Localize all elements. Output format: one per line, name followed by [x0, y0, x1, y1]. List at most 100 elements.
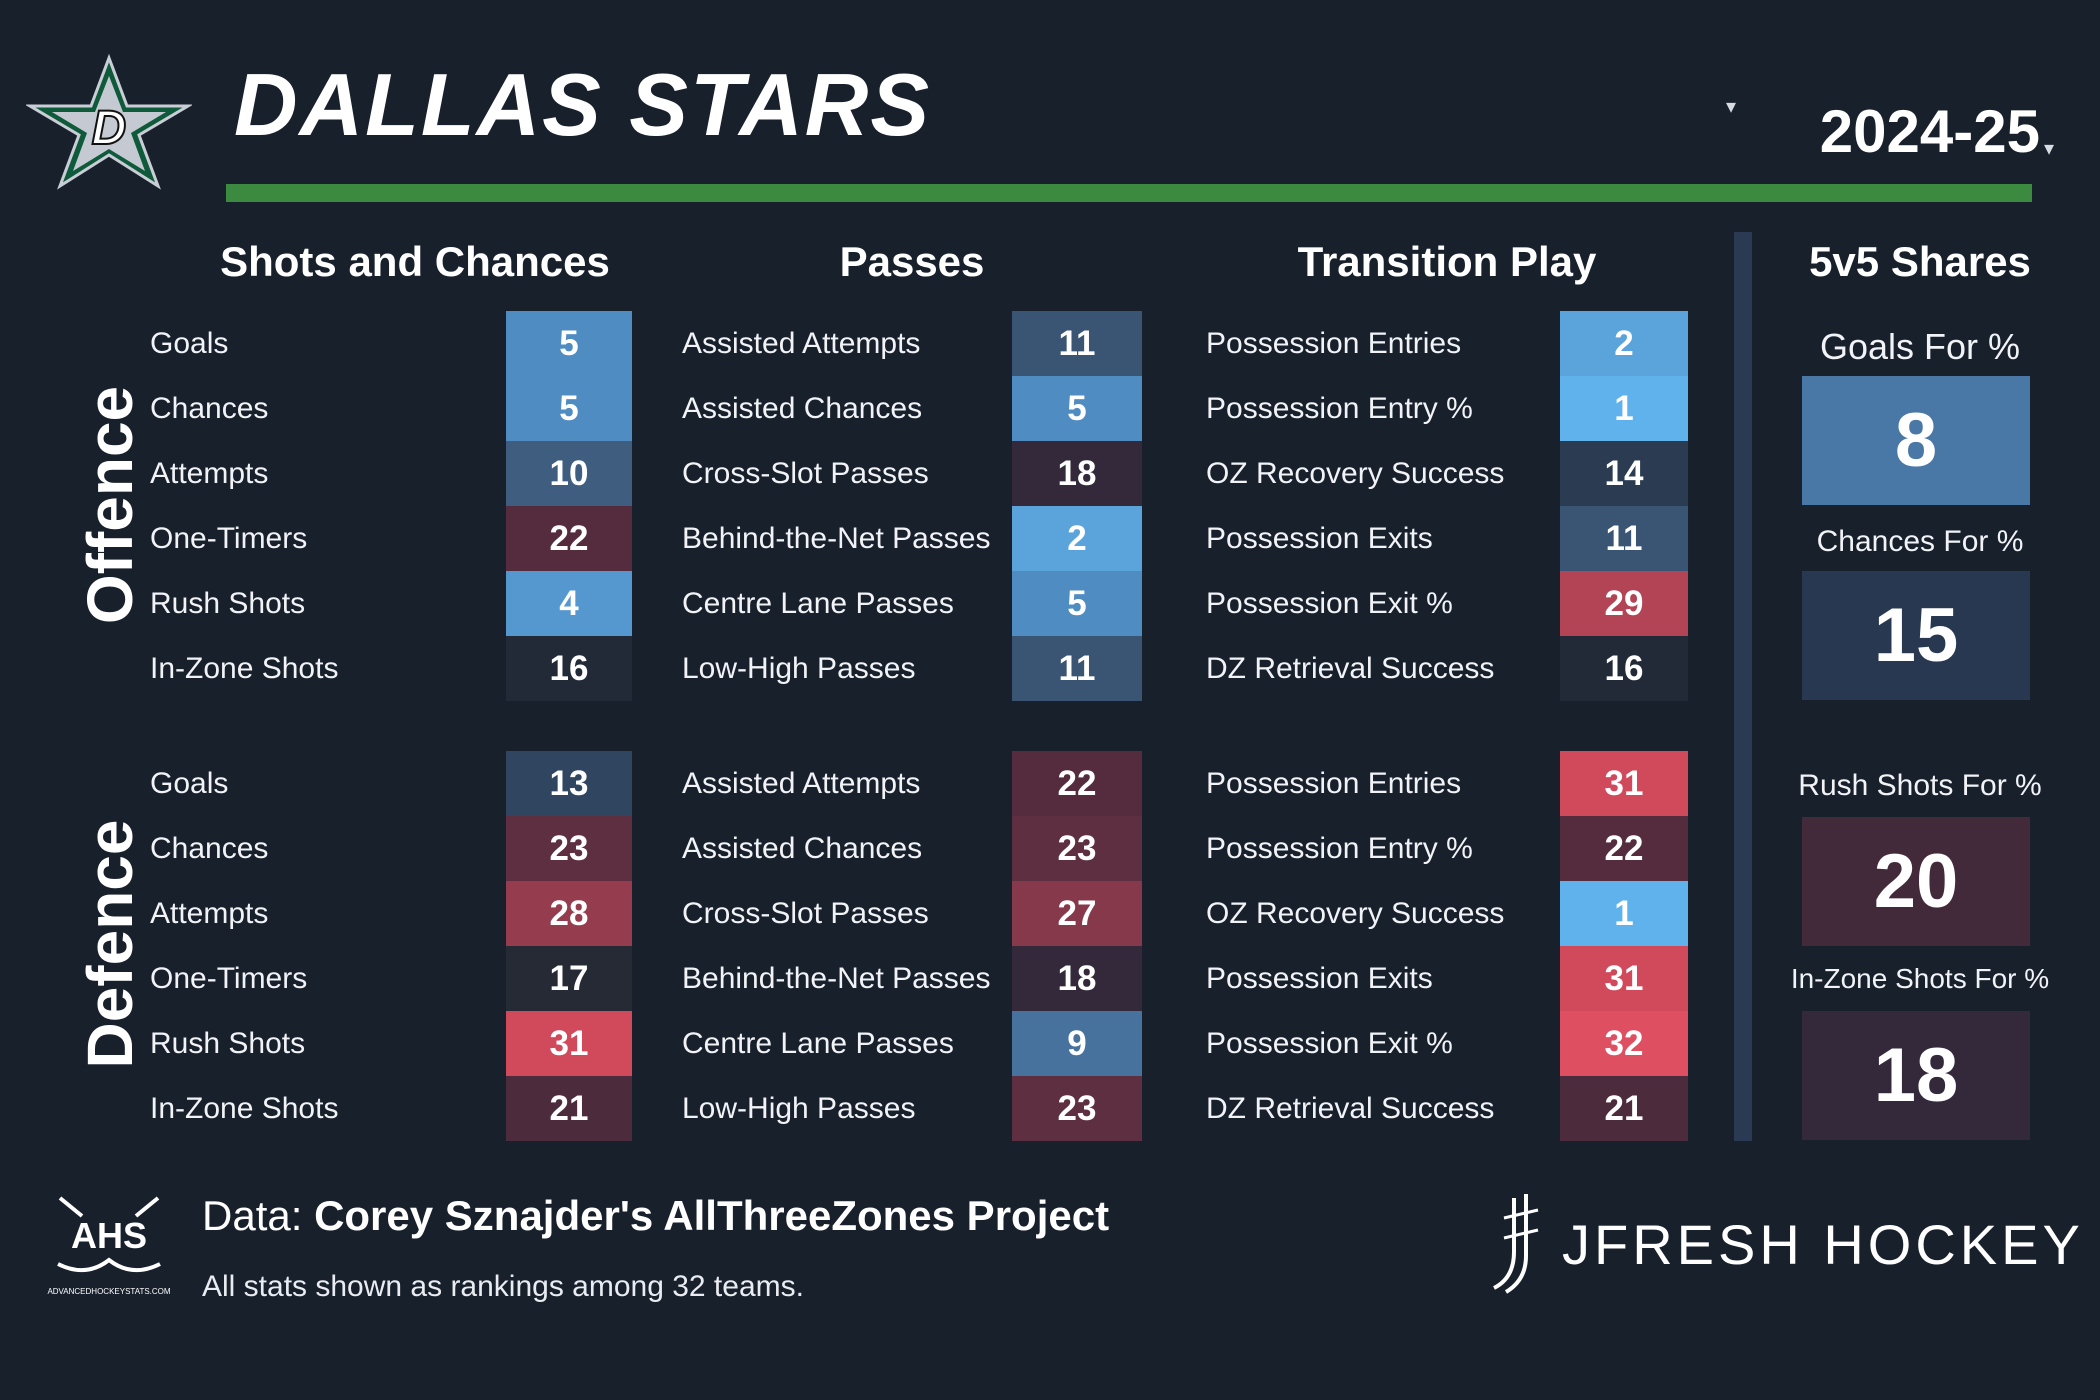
defence-shots-label: Attempts: [150, 897, 269, 930]
data-credit-prefix: Data:: [202, 1192, 315, 1239]
season-label: 2024-25: [1819, 98, 2040, 165]
defence-shots-rank: 23: [506, 816, 632, 881]
defence-passes-rank: 22: [1012, 751, 1142, 816]
jfresh-hockey-stick-icon: [1493, 1194, 1539, 1294]
section-header-passes: Passes: [839, 238, 985, 285]
defence-passes-label: Assisted Chances: [682, 832, 923, 865]
stat-row: Chances 23: [150, 816, 640, 881]
season-dropdown-caret-icon[interactable]: ▾: [2044, 138, 2055, 160]
team-title: DALLAS STARS: [234, 55, 932, 154]
defence-shots-rank: 17: [506, 946, 632, 1011]
footnote: All stats shown as rankings among 32 tea…: [202, 1270, 804, 1303]
defence-passes-label: Cross-Slot Passes: [682, 897, 929, 930]
stat-row: Possession Entries 31: [1206, 751, 1696, 816]
share-label-chances: Chances For %: [1816, 525, 2024, 558]
stat-row: Low-High Passes 23: [682, 1076, 1172, 1141]
stat-row: Cross-Slot Passes 18: [682, 441, 1172, 506]
stat-row: Assisted Attempts 11: [682, 311, 1172, 376]
offence-transition-rank: 2: [1560, 311, 1688, 376]
stat-row: In-Zone Shots 21: [150, 1076, 640, 1141]
share-value-goals: 8: [1802, 376, 2030, 505]
offence-transition-rank: 14: [1560, 441, 1688, 506]
share-value-chances: 15: [1802, 571, 2030, 700]
side-label-offence: Offence: [74, 385, 146, 625]
offence-shots-label: Goals: [150, 327, 229, 360]
offence-transition-rank: 1: [1560, 376, 1688, 441]
ahs-logo-url: ADVANCEDHOCKEYSTATS.COM: [47, 1287, 170, 1296]
stat-row: Chances 5: [150, 376, 640, 441]
jfresh-hockey-brand: JFRESH HOCKEY: [1562, 1213, 2084, 1276]
defence-shots-label: In-Zone Shots: [150, 1092, 339, 1125]
offence-transition-label: DZ Retrieval Success: [1206, 652, 1495, 685]
offence-passes-label: Assisted Chances: [682, 392, 923, 425]
offence-passes-rank: 5: [1012, 571, 1142, 636]
defence-transition-label: Possession Exit %: [1206, 1027, 1453, 1060]
offence-transition-rank: 29: [1560, 571, 1688, 636]
offence-shots-label: Chances: [150, 392, 269, 425]
offence-shots-label: In-Zone Shots: [150, 652, 339, 685]
defence-shots-label: Rush Shots: [150, 1027, 306, 1060]
column-divider: [1734, 232, 1752, 1141]
offence-shots-label: Rush Shots: [150, 587, 306, 620]
stat-row: Goals 13: [150, 751, 640, 816]
share-label-rush-shots: Rush Shots For %: [1798, 769, 2042, 802]
section-header-shares: 5v5 Shares: [1809, 238, 2031, 285]
offence-passes-label: Assisted Attempts: [682, 327, 921, 360]
offence-shots-rank: 10: [506, 441, 632, 506]
stat-row: Possession Entry % 22: [1206, 816, 1696, 881]
offence-transition-rank: 16: [1560, 636, 1688, 701]
svg-text:D: D: [92, 102, 127, 155]
share-value-inzone-shots: 18: [1802, 1011, 2030, 1140]
defence-transition-label: OZ Recovery Success: [1206, 897, 1505, 930]
stat-row: Attempts 10: [150, 441, 640, 506]
offence-passes-rank: 18: [1012, 441, 1142, 506]
data-credit-source: Corey Sznajder's AllThreeZones Project: [314, 1192, 1110, 1239]
defence-passes-label: Behind-the-Net Passes: [682, 962, 991, 995]
defence-shots-label: One-Timers: [150, 962, 308, 995]
offence-passes-label: Behind-the-Net Passes: [682, 522, 991, 555]
stat-row: Possession Entry % 1: [1206, 376, 1696, 441]
defence-shots-rank: 31: [506, 1011, 632, 1076]
offence-passes-rank: 11: [1012, 636, 1142, 701]
defence-transition-rank: 32: [1560, 1011, 1688, 1076]
defence-shots-rank: 13: [506, 751, 632, 816]
share-label-inzone-shots: In-Zone Shots For %: [1790, 963, 2050, 994]
section-header-transition: Transition Play: [1297, 238, 1597, 285]
defence-transition-rank: 1: [1560, 881, 1688, 946]
stat-row: Possession Exits 11: [1206, 506, 1696, 571]
offence-passes-label: Low-High Passes: [682, 652, 916, 685]
offence-transition-label: OZ Recovery Success: [1206, 457, 1505, 490]
offence-shots-rank: 5: [506, 311, 632, 376]
offence-transition-label: Possession Exits: [1206, 522, 1433, 555]
defence-passes-rank: 9: [1012, 1011, 1142, 1076]
offence-passes-rank: 5: [1012, 376, 1142, 441]
offence-passes-label: Centre Lane Passes: [682, 587, 954, 620]
offence-shots-rank: 5: [506, 376, 632, 441]
data-credit: Data: Corey Sznajder's AllThreeZones Pro…: [202, 1188, 1109, 1244]
header-divider: [226, 184, 2032, 202]
ahs-logo: AHS ADVANCEDHOCKEYSTATS.COM: [47, 1196, 171, 1296]
stat-row: Rush Shots 31: [150, 1011, 640, 1076]
defence-shots-label: Chances: [150, 832, 269, 865]
defence-shots-rank: 21: [506, 1076, 632, 1141]
defence-transition-rank: 21: [1560, 1076, 1688, 1141]
defence-shots-label: Goals: [150, 767, 229, 800]
defence-passes-label: Centre Lane Passes: [682, 1027, 954, 1060]
stat-row: OZ Recovery Success 14: [1206, 441, 1696, 506]
stat-row: DZ Retrieval Success 16: [1206, 636, 1696, 701]
stat-row: Goals 5: [150, 311, 640, 376]
defence-shots-rank: 28: [506, 881, 632, 946]
stat-row: Centre Lane Passes 5: [682, 571, 1172, 636]
stat-row: Possession Exit % 29: [1206, 571, 1696, 636]
defence-passes-rank: 18: [1012, 946, 1142, 1011]
stat-row: Rush Shots 4: [150, 571, 640, 636]
team-dropdown-caret-icon[interactable]: ▾: [1726, 96, 1737, 118]
offence-shots-label: One-Timers: [150, 522, 308, 555]
offence-shots-label: Attempts: [150, 457, 269, 490]
defence-transition-rank: 31: [1560, 946, 1688, 1011]
offence-transition-label: Possession Entry %: [1206, 392, 1473, 425]
stat-row: Assisted Chances 5: [682, 376, 1172, 441]
stat-row: DZ Retrieval Success 21: [1206, 1076, 1696, 1141]
stat-row: Low-High Passes 11: [682, 636, 1172, 701]
stat-row: In-Zone Shots 16: [150, 636, 640, 701]
